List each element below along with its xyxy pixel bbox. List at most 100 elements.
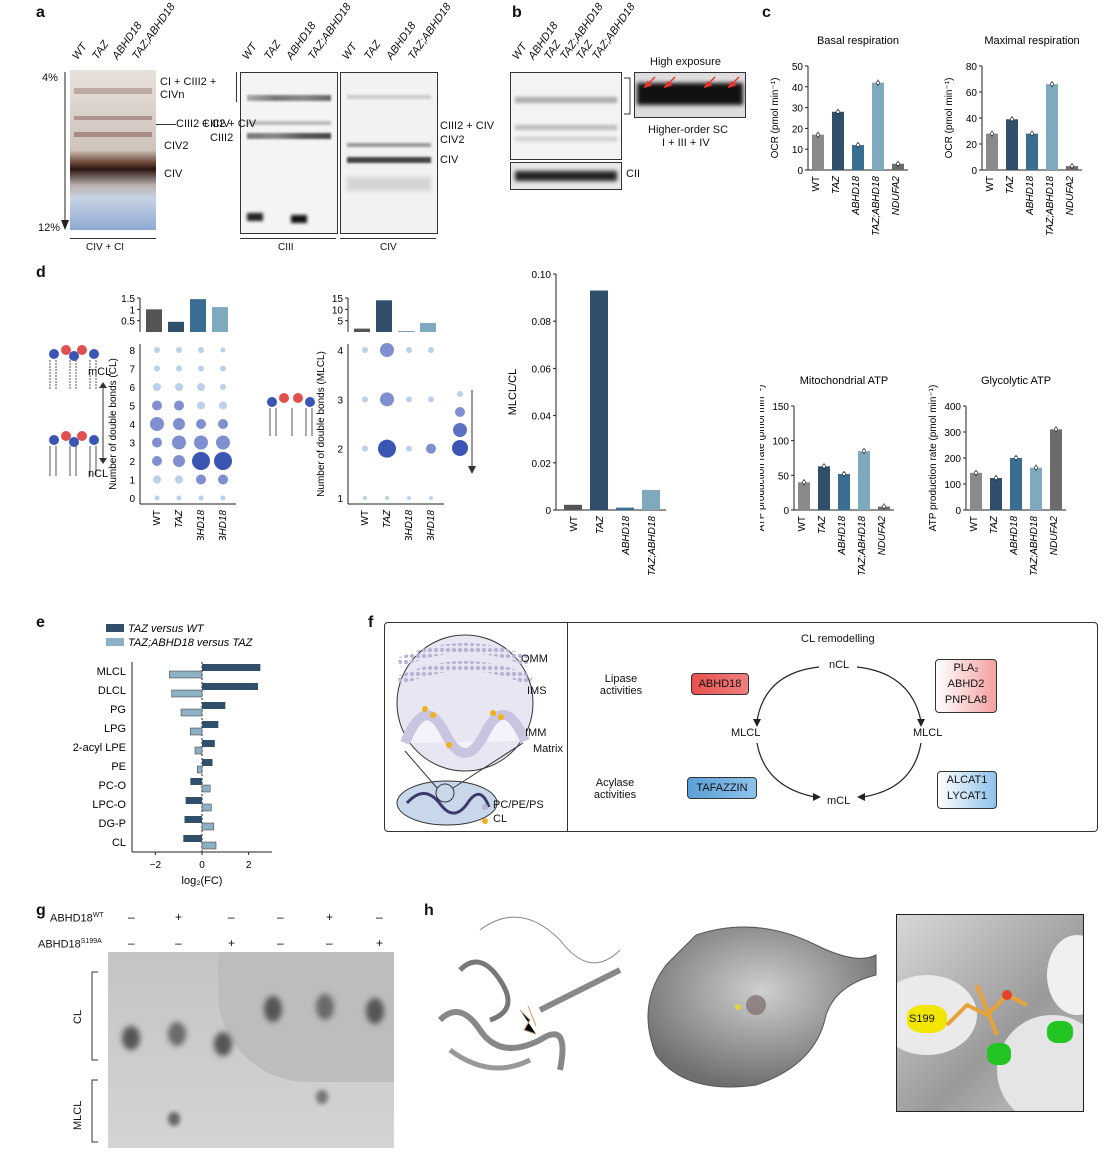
- panel-label-g: g: [36, 902, 46, 919]
- category-label: TAZ: [989, 515, 1000, 534]
- y-tick-label: 0.10: [532, 270, 552, 281]
- bar: [986, 133, 998, 170]
- imm-label: IMM: [525, 727, 547, 739]
- abundance-dot: [378, 439, 396, 458]
- y-tick-label: 50: [778, 471, 790, 482]
- panel-label-d: d: [36, 264, 46, 281]
- abundance-dot: [426, 443, 436, 454]
- row-tick-label: 1: [337, 494, 343, 505]
- abundance-dot: [406, 396, 412, 403]
- category-label: NDUFA2: [877, 516, 888, 556]
- data-point: [1014, 456, 1018, 460]
- bar: [180, 708, 203, 717]
- bar: [201, 803, 212, 812]
- category-label: TAZ;ABHD18: [1045, 176, 1056, 236]
- row-tick-label: 7: [129, 365, 135, 376]
- gradient-top: 4%: [42, 72, 58, 84]
- bar: [990, 478, 1002, 510]
- band-label: CIII2 + CIV: [176, 118, 231, 130]
- panel-label-h: h: [424, 902, 434, 919]
- top-bar: [212, 307, 228, 332]
- row1-sup: WT: [92, 912, 104, 919]
- gradient-bottom: 12%: [38, 222, 61, 234]
- data-point: [856, 143, 860, 147]
- abundance-dot: [362, 396, 368, 403]
- row-tick-label: 4: [337, 346, 343, 357]
- gel-caption: CIII: [278, 242, 294, 253]
- lane-label: TAZ: [362, 38, 384, 62]
- mlcl-molecule-icon: [267, 393, 315, 436]
- row-label: LPC-O: [92, 799, 126, 811]
- bar: [201, 841, 217, 850]
- abundance-dot: [152, 456, 162, 466]
- tlc-plate: [108, 952, 394, 1148]
- legend-label: TAZ;ABHD18 versus TAZ: [128, 637, 254, 649]
- panel-label-e: e: [36, 614, 45, 631]
- legend-dot: [457, 391, 463, 397]
- sign-row1: –: [277, 910, 284, 924]
- y-tick-label: 0.02: [532, 459, 552, 470]
- row-tick-label: 3: [129, 439, 135, 450]
- bar: [1050, 429, 1062, 510]
- sign-row2: +: [376, 936, 384, 950]
- bn-gel-civ-ci: [70, 70, 156, 230]
- abhd2-label: ABHD2: [947, 678, 985, 690]
- category-label: WT: [797, 516, 808, 532]
- abundance-dot: [407, 496, 411, 500]
- bar: [616, 507, 634, 510]
- category-label: TAZ;ABHD18: [857, 516, 868, 576]
- legend-swatch: [106, 638, 124, 646]
- western-ciii: [240, 72, 338, 234]
- bar: [1030, 467, 1042, 510]
- row-label: 2-acyl LPE: [73, 742, 126, 754]
- mcl-node: mCL: [827, 795, 851, 807]
- y-axis-label: ATP production rate (pmol min⁻¹): [928, 385, 939, 532]
- row-label: CL: [112, 837, 126, 849]
- abundance-dot: [174, 400, 184, 411]
- abundance-dot: [153, 475, 161, 484]
- sc-label: Higher-order SC: [648, 124, 729, 136]
- sign-row1: –: [376, 910, 383, 924]
- pla2-label: PLA₂: [953, 662, 979, 674]
- data-point: [836, 109, 840, 114]
- legend-label: TAZ versus WT: [128, 623, 205, 635]
- category-label: WT: [985, 176, 996, 192]
- category-label: WT: [360, 510, 371, 526]
- cl-band-label: CL: [72, 1009, 84, 1024]
- lane-label: WT: [240, 41, 260, 62]
- bar: [201, 822, 214, 831]
- band-label: CIV: [440, 154, 459, 166]
- bar: [202, 683, 258, 690]
- data-point: [862, 449, 866, 453]
- data-point: [1050, 82, 1054, 87]
- category-label: TAZ: [595, 515, 606, 534]
- y-tick-label: 0.06: [532, 364, 552, 375]
- abundance-dot: [214, 452, 232, 470]
- abundance-dot: [176, 347, 182, 353]
- pc-pe-ps-label: PC/PE/PS: [493, 799, 544, 811]
- abundance-dot: [406, 347, 412, 353]
- sign-row1: –: [128, 910, 135, 924]
- y-tick-label: 20: [966, 140, 978, 151]
- y-tick-label: 300: [944, 428, 961, 439]
- top-tick-label: 15: [332, 294, 344, 305]
- abundance-dot: [380, 343, 394, 357]
- ncl-label: nCL: [88, 468, 109, 480]
- ncl-node: nCL: [829, 659, 850, 671]
- sign-row2: –: [277, 936, 284, 950]
- category-label: ABHD18: [851, 176, 862, 216]
- blot-b-cii: [510, 162, 622, 190]
- bar: [202, 664, 261, 671]
- bar: [197, 765, 203, 774]
- bar: [1010, 458, 1022, 510]
- y-tick-label: 150: [772, 402, 789, 413]
- panel-c-charts: Basal respiration 0 10 20 30 40 50 OCR (pmol mi…: [760, 35, 1082, 576]
- bar: [1046, 84, 1058, 170]
- bar: [642, 489, 660, 510]
- x-axis-label: log₂(FC): [182, 875, 223, 887]
- top-tick-label: 1.5: [121, 294, 135, 305]
- row-tick-label: 1: [129, 476, 135, 487]
- band-label: CIII2 + CIV: [202, 118, 257, 130]
- data-point: [974, 470, 978, 475]
- category-label: TAZ;ABHD18: [871, 176, 882, 236]
